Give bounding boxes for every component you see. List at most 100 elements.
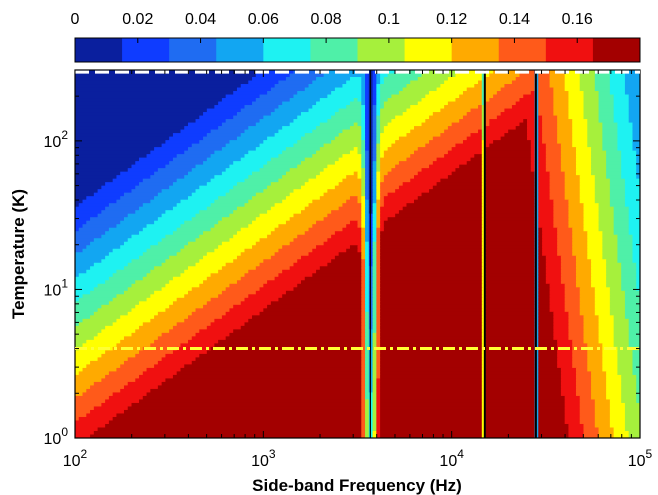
contour-cell [206, 252, 242, 257]
contour-cell [176, 203, 212, 208]
contour-cell [380, 192, 389, 197]
contour-cell [376, 234, 381, 239]
contour-cell [372, 245, 377, 250]
contour-cell [624, 178, 640, 183]
contour-cell [621, 385, 637, 390]
contour-cell [598, 227, 615, 232]
contour-cell [184, 294, 219, 299]
contour-cell [365, 241, 370, 246]
contour-cell [579, 409, 596, 415]
contour-cell [376, 164, 381, 169]
contour-cell [587, 238, 603, 243]
contour-cell [380, 332, 483, 337]
contour-cell [594, 73, 611, 78]
contour-cell [560, 280, 577, 285]
contour-cell [575, 283, 592, 288]
contour-cell [75, 140, 166, 145]
contour-cell [312, 129, 344, 134]
contour-cell [267, 234, 298, 239]
contour-cell [365, 357, 370, 362]
contour-cell [380, 280, 483, 285]
contour-cell [575, 385, 592, 390]
contour-cell [504, 108, 536, 113]
contour-cell [609, 294, 626, 299]
contour-cell [365, 161, 370, 166]
contour-cell [583, 105, 600, 110]
contour-cell [425, 143, 457, 148]
contour-cell [142, 371, 178, 376]
contour-cell [191, 168, 227, 173]
contour-cell [485, 105, 513, 110]
contour-cell [203, 304, 234, 309]
contour-cell [542, 119, 558, 124]
contour-cell [613, 112, 630, 117]
contour-cell [368, 290, 374, 295]
contour-cell [564, 185, 581, 190]
contour-cell [602, 241, 618, 246]
contour-cell [628, 325, 640, 330]
contour-cell [376, 325, 381, 330]
contour-cell [368, 224, 374, 229]
contour-cell [229, 140, 264, 145]
contour-cell [376, 210, 381, 215]
contour-cell [108, 276, 144, 281]
contour-cell [560, 388, 577, 394]
contour-cell [579, 185, 596, 190]
contour-cell [349, 101, 362, 106]
contour-cell [485, 357, 536, 362]
contour-cell [587, 241, 603, 246]
contour-cell [165, 259, 200, 264]
contour-cell [613, 213, 630, 218]
contour-cell [579, 406, 596, 411]
contour-cell [598, 329, 615, 334]
contour-cell [455, 73, 483, 78]
contour-cell [410, 80, 445, 85]
contour-cell [376, 266, 381, 271]
contour-cell [127, 357, 163, 362]
contour-cell [116, 413, 362, 418]
contour-cell [282, 245, 317, 250]
contour-cell [545, 266, 562, 271]
contour-cell [500, 87, 536, 92]
contour-cell [568, 434, 585, 438]
contour-cell [542, 234, 558, 239]
contour-cell [485, 241, 536, 246]
contour-cell [538, 210, 554, 215]
contour-cell [176, 178, 212, 183]
contour-cell [297, 283, 362, 288]
contour-cell [583, 332, 600, 337]
contour-cell [308, 178, 344, 183]
contour-cell [368, 203, 374, 208]
contour-cell [112, 178, 144, 183]
contour-cell [591, 276, 607, 281]
contour-cell [376, 399, 381, 404]
contour-cell [621, 280, 637, 285]
contour-cell [172, 206, 208, 211]
contour-cell [553, 112, 570, 117]
contour-cell [572, 231, 588, 236]
contour-cell [361, 371, 366, 376]
contour-cell [380, 185, 400, 190]
contour-cell [365, 392, 370, 397]
contour-cell [621, 374, 637, 380]
contour-cell [380, 255, 483, 260]
contour-cell [376, 294, 381, 299]
contour-cell [380, 140, 396, 145]
contour-cell [154, 364, 185, 369]
contour-cell [365, 364, 370, 369]
contour-cell [361, 423, 366, 429]
contour-cell [334, 87, 362, 92]
contour-cell [267, 304, 362, 309]
contour-cell [380, 297, 483, 302]
contour-cell [583, 336, 600, 341]
contour-cell [349, 245, 359, 250]
contour-cell [146, 248, 182, 253]
colorbar [74, 37, 641, 63]
contour-cell [353, 171, 359, 176]
contour-cell [572, 119, 588, 124]
contour-cell [278, 129, 313, 134]
contour-cell [82, 343, 118, 348]
contour-cell [485, 224, 536, 229]
contour-cell [485, 196, 536, 201]
contour-cell [538, 399, 566, 404]
